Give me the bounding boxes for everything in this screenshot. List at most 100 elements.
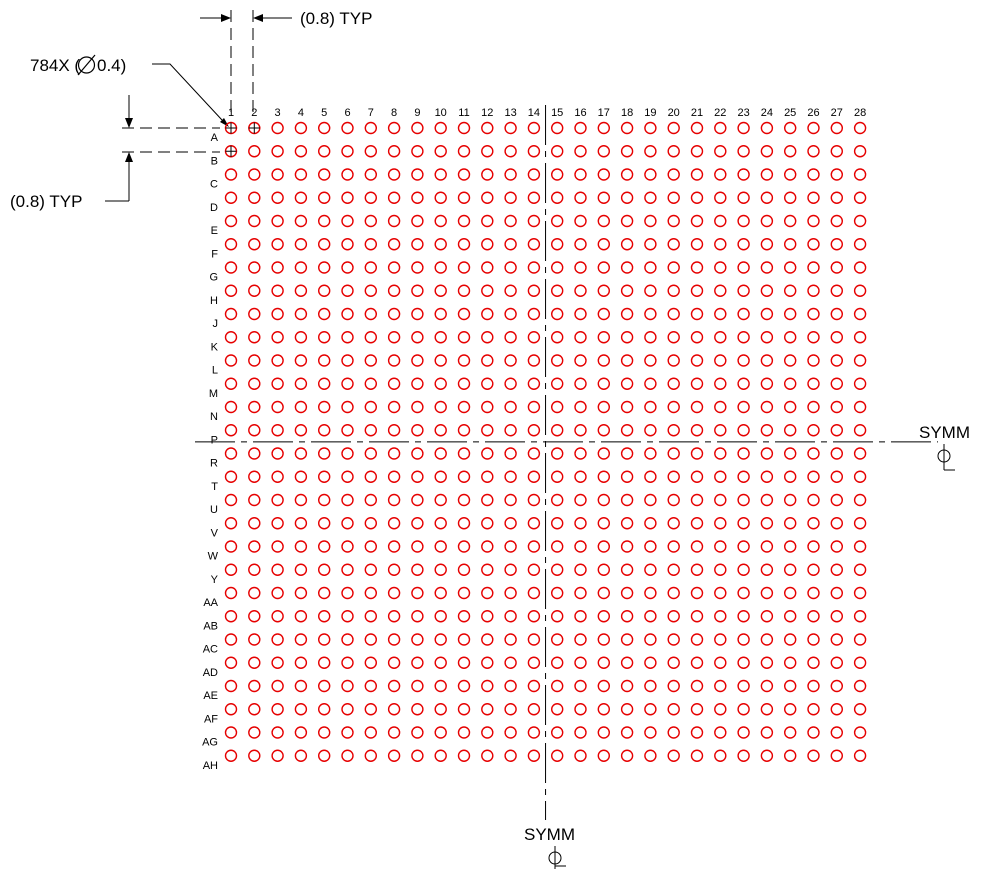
ball-pad: [411, 540, 424, 553]
ball-pad: [574, 307, 587, 321]
column-label: 28: [854, 107, 866, 119]
ball-pad: [714, 610, 727, 623]
ball-pad: [271, 354, 284, 367]
ball-pad: [434, 307, 447, 321]
ball-pad: [411, 703, 424, 716]
ball-pad: [434, 191, 447, 204]
ball-pad: [667, 214, 680, 228]
ball-pad: [481, 168, 494, 181]
column-label: 11: [458, 107, 469, 119]
ball-pad: [690, 563, 704, 576]
ball-pad: [294, 214, 308, 228]
ball-pad: [760, 238, 774, 251]
ball-pad: [714, 517, 727, 530]
column-label: 17: [598, 107, 610, 119]
ball-pad: [481, 261, 494, 274]
ball-pad: [620, 191, 634, 204]
ball-pad: [341, 261, 354, 274]
ball-pad: [714, 354, 727, 367]
ball-pad: [411, 238, 424, 251]
ball-pad: [224, 703, 238, 716]
ball-pad: [341, 400, 354, 414]
ball-pad: [294, 331, 308, 344]
row-label: U: [210, 504, 218, 516]
ball-pad: [481, 493, 494, 507]
ball-pad: [784, 517, 797, 530]
ball-pad: [387, 191, 401, 204]
ball-pad: [597, 447, 610, 460]
ball-pad: [224, 517, 238, 530]
ball-pad: [690, 493, 704, 507]
ball-pad: [318, 726, 331, 739]
ball-pad: [224, 238, 238, 251]
ball-pad: [667, 703, 680, 716]
ball-pad: [620, 354, 634, 367]
ball-pad: [457, 145, 471, 158]
ball-pad: [341, 656, 354, 669]
ball-pad: [551, 586, 564, 600]
ball-pad: [597, 586, 610, 600]
ball-pad: [853, 749, 867, 762]
column-labels: 1 2 3 4 5 6 7 8 9 10 11 12 13 14 15 16 17 18 19 20 21 22 23 24 2…: [228, 107, 866, 119]
ball-pad: [271, 679, 284, 693]
ball-pad: [224, 424, 238, 437]
ball-pad: [690, 238, 704, 251]
ball-pad: [434, 238, 447, 251]
ball-pad: [574, 191, 587, 204]
ball-pad: [597, 354, 610, 367]
ball-pad: [434, 610, 447, 623]
ball-pad: [248, 656, 261, 669]
ball-pad: [760, 586, 774, 600]
ball-pad: [387, 284, 401, 297]
ball-pad: [551, 540, 564, 553]
ball-pad: [784, 424, 797, 437]
ball-pad: [271, 284, 284, 297]
ball-pad: [620, 749, 634, 762]
ball-pad: [597, 656, 610, 669]
ball-pad: [481, 284, 494, 297]
ball-pad: [830, 703, 843, 716]
ball-pad: [830, 447, 843, 460]
ball-pad: [318, 493, 331, 507]
ball-pad: [853, 377, 867, 390]
ball-pad: [457, 354, 471, 367]
ball-pad: [737, 331, 750, 344]
ball-pad: [574, 517, 587, 530]
ball-pad: [434, 354, 447, 367]
ball-pad: [364, 610, 377, 623]
ball-pad: [714, 424, 727, 437]
diameter-icon: [77, 54, 96, 76]
ball-pad: [481, 145, 494, 158]
ball-pad: [737, 191, 750, 204]
ball-pad: [714, 540, 727, 553]
ball-pad: [434, 703, 447, 716]
ball-pad: [224, 726, 238, 739]
ball-pad: [434, 261, 447, 274]
ball-pad: [667, 238, 680, 251]
ball-pad: [224, 261, 238, 274]
ball-pad: [714, 261, 727, 274]
ball-pad: [667, 749, 680, 762]
ball-pad: [504, 400, 517, 414]
ball-pad: [737, 284, 750, 297]
row-label: AB: [203, 620, 218, 632]
ball-pad: [341, 214, 354, 228]
ball-pad: [597, 470, 610, 483]
ball-pad: [667, 121, 680, 135]
ball-pad: [318, 424, 331, 437]
ball-pad: [481, 679, 494, 693]
ball-pad: [224, 493, 238, 507]
ball-pad: [294, 540, 308, 553]
ball-pad: [597, 633, 610, 646]
ball-pad: [737, 679, 750, 693]
ball-pad: [784, 703, 797, 716]
ball-pad: [737, 540, 750, 553]
ball-pad: [737, 261, 750, 274]
ball-pad: [807, 238, 820, 251]
column-label: 20: [668, 107, 680, 119]
ball-pad: [574, 377, 587, 390]
ball-pad: [714, 586, 727, 600]
ball-pad: [481, 307, 494, 321]
ball-pad: [434, 447, 447, 460]
